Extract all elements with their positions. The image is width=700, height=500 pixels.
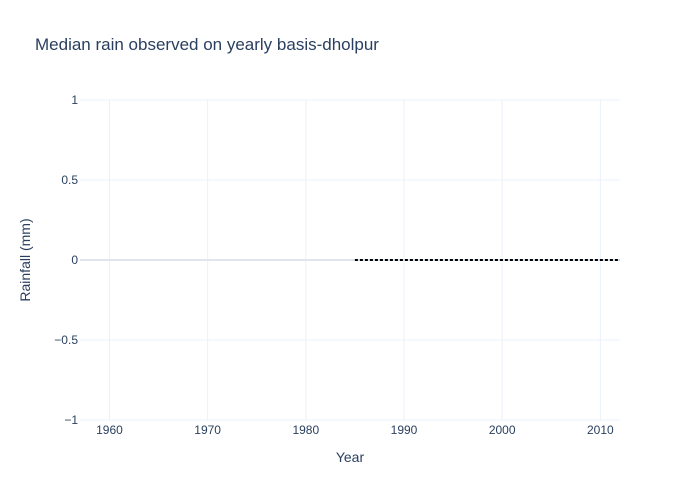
x-tick-label: 2000: [489, 423, 516, 437]
x-tick-label: 1980: [292, 423, 319, 437]
y-tick-label: 0.5: [61, 173, 78, 187]
y-tick-labels: 1 0.5 0 −0.5 −1: [54, 93, 78, 427]
y-tick-label: −1: [64, 413, 78, 427]
x-tick-label: 1970: [194, 423, 221, 437]
y-tick-label: 1: [71, 93, 78, 107]
x-tick-label: 2010: [587, 423, 614, 437]
x-axis-title: Year: [336, 449, 365, 465]
y-tick-label: −0.5: [54, 333, 78, 347]
y-axis-title: Rainfall (mm): [17, 218, 33, 301]
grid-lines: [80, 99, 620, 421]
x-tick-labels: 1960 1970 1980 1990 2000 2010: [96, 423, 614, 437]
chart-title: Median rain observed on yearly basis-dho…: [35, 35, 379, 54]
x-tick-label: 1960: [96, 423, 123, 437]
x-tick-label: 1990: [391, 423, 418, 437]
y-tick-label: 0: [71, 253, 78, 267]
